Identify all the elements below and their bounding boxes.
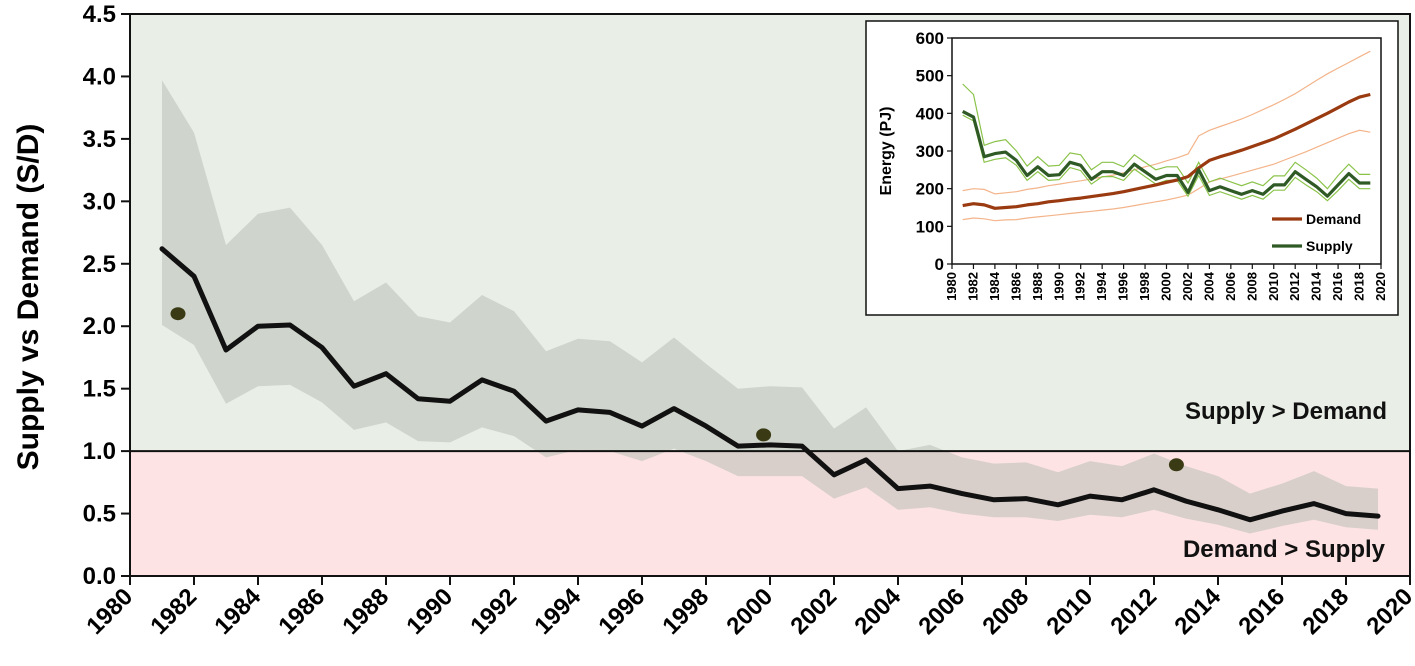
inset-bands [962, 50, 1371, 222]
y-tick-label: 2.5 [83, 251, 116, 278]
inset-x-tick-label: 1998 [1137, 272, 1152, 301]
x-tick-label: 1980 [81, 583, 138, 640]
inset-y-tick-label: 600 [916, 29, 944, 48]
inset-x-tick-label: 1996 [1116, 272, 1131, 301]
legend-label-supply: Supply [1306, 238, 1353, 254]
y-tick-label: 0.5 [83, 501, 116, 528]
inset-legend: Demand Supply [1272, 211, 1361, 254]
observed-point [170, 307, 186, 321]
x-tick-label: 1994 [529, 583, 586, 640]
x-tick-label: 1986 [273, 583, 330, 640]
demand-greater-label: Demand > Supply [1183, 536, 1386, 563]
observed-point [756, 428, 772, 442]
inset-x-tick-label: 1992 [1073, 272, 1088, 301]
y-tick-label: 4.5 [83, 1, 116, 28]
demand-line [962, 92, 1371, 210]
inset-x-tick-label: 2014 [1309, 271, 1324, 301]
inset-y-axis-label: Energy (PJ) [878, 107, 895, 196]
supply-line [961, 109, 1371, 198]
inset-axis-ticks: 0 100 200 300 400 500 600 1980 1982 1984 1986 1988 1… [916, 29, 1388, 301]
x-tick-label: 2004 [849, 583, 906, 640]
inset-x-tick-label: 1990 [1051, 272, 1066, 301]
supply-lower-bound-line [962, 114, 1371, 202]
inset-x-tick-label: 1982 [965, 272, 980, 301]
inset-y-tick-label: 300 [916, 142, 944, 161]
inset-y-tick-label: 400 [916, 104, 944, 123]
x-tick-label: 2010 [1041, 583, 1098, 640]
inset-x-tick-label: 2010 [1266, 272, 1281, 301]
x-tick-label: 2006 [913, 583, 970, 640]
inset-y-tick-label: 200 [916, 180, 944, 199]
x-tick-label: 1992 [465, 583, 522, 640]
x-tick-label: 2008 [977, 583, 1034, 640]
inset-y-tick-label: 100 [916, 217, 944, 236]
inset-x-tick-label: 1994 [1094, 271, 1109, 301]
sd-ratio-line [159, 246, 1381, 523]
inset-x-tick-label: 2016 [1330, 272, 1345, 301]
x-tick-label: 2020 [1361, 583, 1415, 640]
inset-x-tick-label: 2008 [1244, 272, 1259, 301]
sd-ratio-uncertainty-band [162, 80, 1378, 534]
inset-y-tick-label: 500 [916, 67, 944, 86]
y-tick-label: 3.0 [83, 188, 116, 215]
legend-label-demand: Demand [1306, 211, 1361, 227]
inset-y-tick-label: 0 [935, 255, 944, 274]
x-tick-label: 1996 [593, 583, 650, 640]
demand-upper-bound-line [962, 50, 1371, 195]
x-tick-label: 1982 [145, 583, 202, 640]
inset-x-tick-label: 1988 [1030, 272, 1045, 301]
x-tick-label: 1990 [401, 583, 458, 640]
x-tick-label: 2000 [721, 583, 778, 640]
main-y-axis-label: Supply vs Demand (S/D) [12, 124, 45, 471]
inset-x-tick-label: 2020 [1373, 272, 1388, 301]
observed-point [1168, 458, 1184, 472]
inset-x-tick-label: 1980 [944, 272, 959, 301]
x-tick-label: 2012 [1105, 583, 1162, 640]
x-tick-label: 1984 [209, 583, 266, 640]
x-tick-label: 2016 [1233, 583, 1290, 640]
supply-upper-bound-line [962, 83, 1371, 190]
inset-x-tick-label: 2018 [1352, 272, 1367, 301]
inset-series [961, 92, 1371, 210]
y-tick-label: 4.0 [83, 63, 116, 90]
y-tick-label: 1.0 [83, 438, 116, 465]
y-tick-label: 0.0 [83, 563, 116, 590]
inset-x-tick-label: 2004 [1201, 271, 1216, 301]
inset-x-tick-label: 1984 [987, 271, 1002, 301]
x-tick-label: 1988 [337, 583, 394, 640]
x-tick-label: 1998 [657, 583, 714, 640]
inset-x-tick-label: 2012 [1287, 272, 1302, 301]
inset-x-tick-label: 2002 [1180, 272, 1195, 301]
inset-energy-chart: 0 100 200 300 400 500 600 1980 1982 1984 1986 1988 1… [865, 20, 1399, 316]
y-tick-label: 1.5 [83, 376, 116, 403]
y-tick-label: 2.0 [83, 313, 116, 340]
sd-ratio-series [159, 246, 1381, 523]
inset-x-tick-label: 1986 [1008, 272, 1023, 301]
inset-x-tick-label: 2006 [1223, 272, 1238, 301]
observed-points-series [170, 307, 1184, 472]
demand-lower-bound-line [962, 129, 1371, 222]
x-tick-label: 2002 [785, 583, 842, 640]
x-tick-label: 2018 [1297, 583, 1354, 640]
y-tick-label: 3.5 [83, 126, 116, 153]
supply-greater-label: Supply > Demand [1185, 398, 1387, 425]
inset-x-tick-label: 2000 [1159, 272, 1174, 301]
x-tick-label: 2014 [1169, 583, 1226, 640]
